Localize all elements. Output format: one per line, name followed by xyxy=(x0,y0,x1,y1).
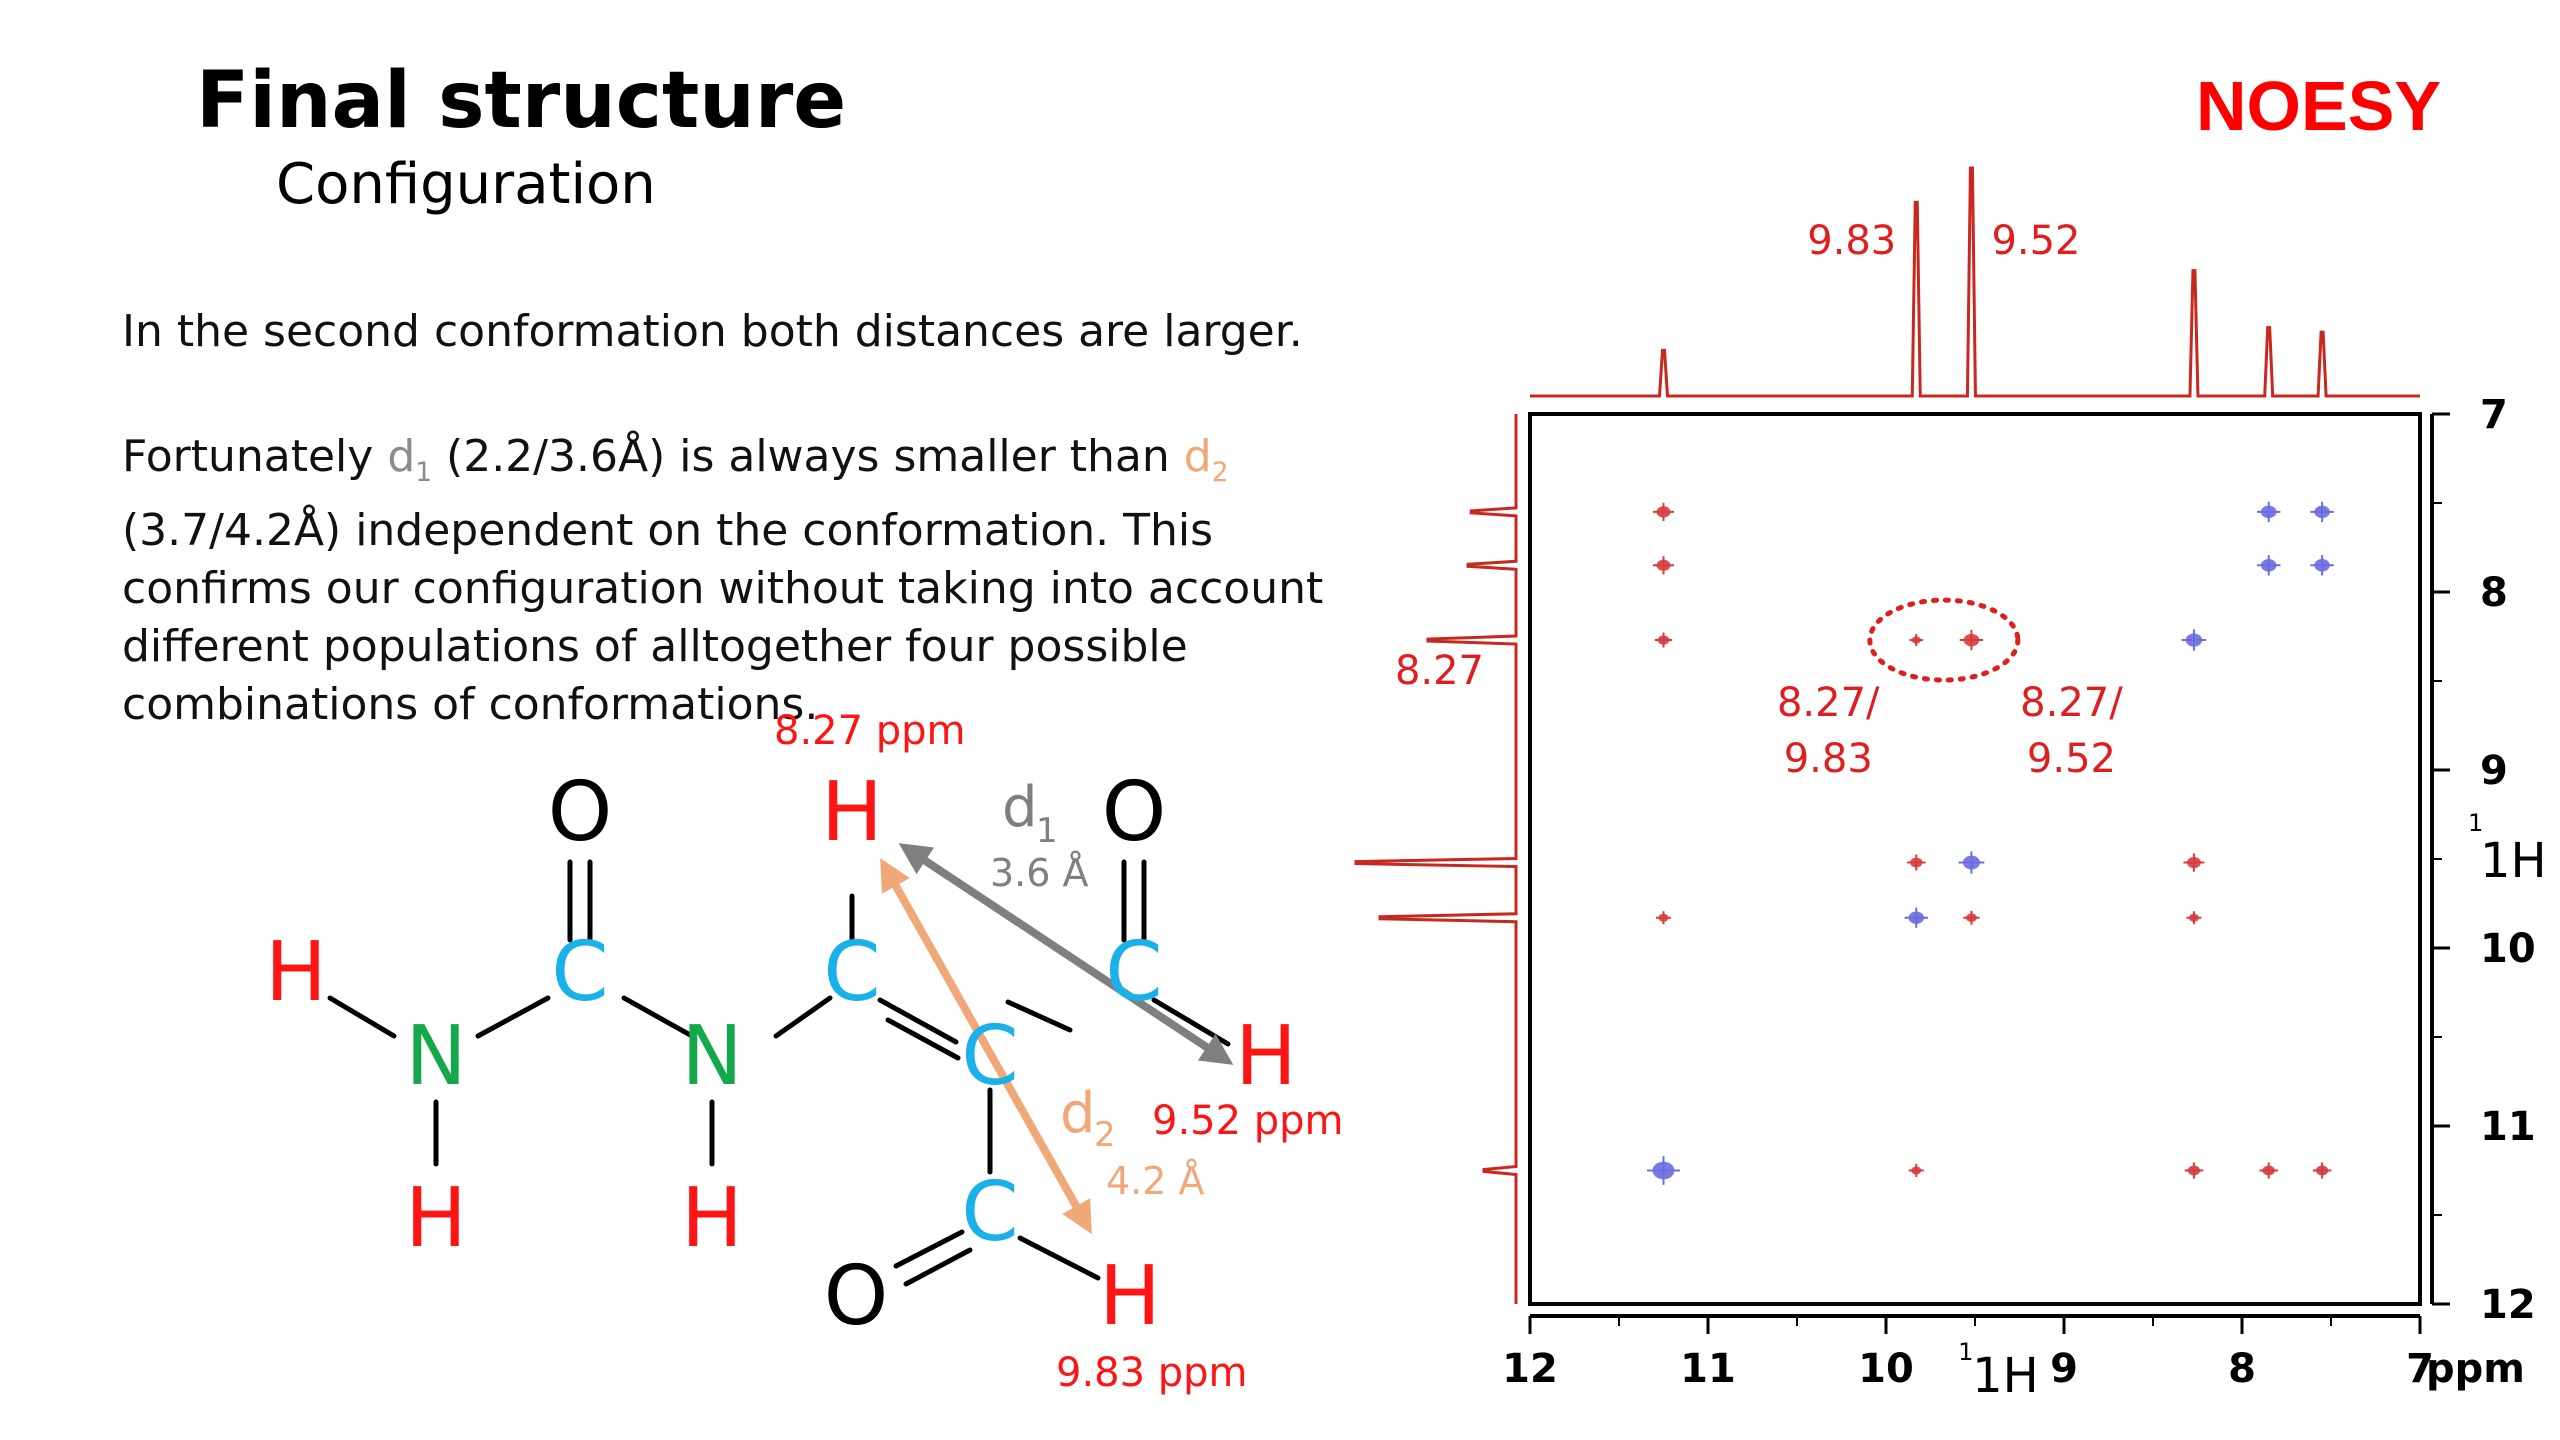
d1-subscript: 1 xyxy=(1036,811,1058,851)
d1-symbol: d xyxy=(1002,775,1038,840)
noesy-label: NOESY xyxy=(2196,67,2442,145)
slide-title: Final structure xyxy=(196,56,847,146)
atom-h3: H xyxy=(681,1171,743,1266)
atom-h4: H xyxy=(821,765,883,860)
atom-h5: H xyxy=(1235,1009,1297,1104)
proj-label-9-83: 9.83 xyxy=(1807,218,1896,264)
left-projection-trace xyxy=(1354,414,1518,1304)
cross-peak-2 xyxy=(1654,632,1673,648)
atom-o1: O xyxy=(548,765,613,860)
cross-peak-17 xyxy=(2310,501,2334,523)
x-tick-label-7: 7 xyxy=(2406,1346,2434,1392)
x-axis-label: 1H xyxy=(1972,1348,2039,1404)
y-tick-label-9: 9 xyxy=(2480,748,2508,794)
annotation-2-line1: 8.27/ xyxy=(2020,680,2123,726)
ppm-label-right: 9.52 ppm xyxy=(1152,1098,1344,1144)
paragraph-2: Fortunately d1 (2.2/3.6Å) is always smal… xyxy=(122,428,1372,734)
cross-peak-5 xyxy=(1909,634,1924,647)
para2-d1: d1 xyxy=(387,431,433,488)
d2-arrow xyxy=(880,858,1092,1234)
d2-value: 4.2 Å xyxy=(1106,1159,1205,1203)
atom-c4: C xyxy=(1105,925,1162,1020)
atom-n2: N xyxy=(681,1009,742,1104)
atom-c5: C xyxy=(961,1165,1018,1260)
d2-symbol: d xyxy=(1060,1081,1096,1146)
y-axis: 7 8 9 10 11 12 xyxy=(2430,392,2536,1328)
x-tick-label-9: 9 xyxy=(2050,1346,2078,1392)
annotation-1-line1: 8.27/ xyxy=(1777,680,1880,726)
x-axis-label-superscript: 1 xyxy=(1958,1338,1973,1366)
y-proj-label-8-27: 8.27 xyxy=(1395,648,1484,694)
x-axis-unit: ppm xyxy=(2426,1346,2525,1392)
x-axis: 12 11 10 9 8 7 xyxy=(1502,1314,2434,1392)
top-projection xyxy=(1530,166,2420,398)
cross-peak-11 xyxy=(1908,1164,1924,1177)
highlight-ellipse xyxy=(1867,597,2021,683)
cross-peak-8 xyxy=(1958,851,1985,874)
cross-peak-7 xyxy=(1906,854,1926,871)
cross-peak-10 xyxy=(1963,910,1980,925)
atom-o3: O xyxy=(824,1249,889,1344)
cross-peak-14 xyxy=(2186,911,2202,925)
atom-h1: H xyxy=(265,925,327,1020)
cross-peaks xyxy=(1647,501,2334,1185)
y-tick-label-11: 11 xyxy=(2480,1104,2536,1150)
para2-text-1: Fortunately xyxy=(122,431,388,482)
x-tick-label-12: 12 xyxy=(1502,1346,1558,1392)
cross-peak-9 xyxy=(1904,907,1928,928)
para2-text-3: (3.7/4.2Å) independent on the conformati… xyxy=(122,504,1324,730)
plot-frame xyxy=(1528,412,2422,1306)
atom-c3: C xyxy=(961,1009,1018,1104)
cross-peak-6 xyxy=(1959,629,1984,651)
cross-peak-15 xyxy=(2184,1162,2204,1179)
ppm-label-top: 8.27 ppm xyxy=(774,708,966,754)
atom-c1: C xyxy=(551,925,608,1020)
cross-peak-16 xyxy=(2257,501,2281,523)
atom-n1: N xyxy=(405,1009,466,1104)
x-tick-label-8: 8 xyxy=(2228,1346,2256,1392)
d2-subscript: 2 xyxy=(1094,1115,1116,1155)
y-tick-label-12: 12 xyxy=(2480,1282,2536,1328)
cross-peak-4 xyxy=(1647,1156,1680,1185)
cross-peak-19 xyxy=(2310,555,2334,576)
d1-value: 3.6 Å xyxy=(990,851,1089,895)
cross-peak-20 xyxy=(2259,1162,2278,1179)
cross-peak-0 xyxy=(1653,502,1674,521)
atom-c2: C xyxy=(823,925,880,1020)
cross-peak-18 xyxy=(2257,555,2281,576)
proj-label-9-52: 9.52 xyxy=(1991,218,2080,264)
y-axis-label: 1H xyxy=(2480,833,2547,889)
atom-h6: H xyxy=(1099,1249,1161,1344)
ppm-label-bottom: 9.83 ppm xyxy=(1056,1350,1248,1396)
y-tick-label-7: 7 xyxy=(2480,392,2508,438)
cross-peak-13 xyxy=(2183,853,2205,872)
y-tick-label-10: 10 xyxy=(2480,926,2536,972)
cross-peak-12 xyxy=(2181,629,2207,651)
para2-d2: d2 xyxy=(1183,431,1229,488)
annotation-1-line2: 9.83 xyxy=(1784,736,1873,782)
annotation-2-line2: 9.52 xyxy=(2027,736,2116,782)
cross-peak-1 xyxy=(1653,556,1674,575)
para2-text-2: (2.2/3.6Å) is always smaller than xyxy=(432,431,1184,482)
atom-o2: O xyxy=(1102,765,1167,860)
top-projection-trace xyxy=(1530,166,2420,398)
paragraph-1: In the second conformation both distance… xyxy=(122,306,1303,357)
y-axis-label-superscript: 1 xyxy=(2468,809,2483,837)
cross-peak-3 xyxy=(1656,911,1671,925)
y-tick-label-8: 8 xyxy=(2480,570,2508,616)
cross-peak-21 xyxy=(2312,1162,2332,1179)
x-tick-label-10: 10 xyxy=(1858,1346,1914,1392)
molecule-structure: O C H N H N H C H C O C H C O H 8.27 ppm… xyxy=(265,708,1344,1396)
x-tick-label-11: 11 xyxy=(1680,1346,1736,1392)
atom-h2: H xyxy=(405,1171,467,1266)
slide-subtitle: Configuration xyxy=(276,152,656,217)
left-projection xyxy=(1354,414,1518,1304)
